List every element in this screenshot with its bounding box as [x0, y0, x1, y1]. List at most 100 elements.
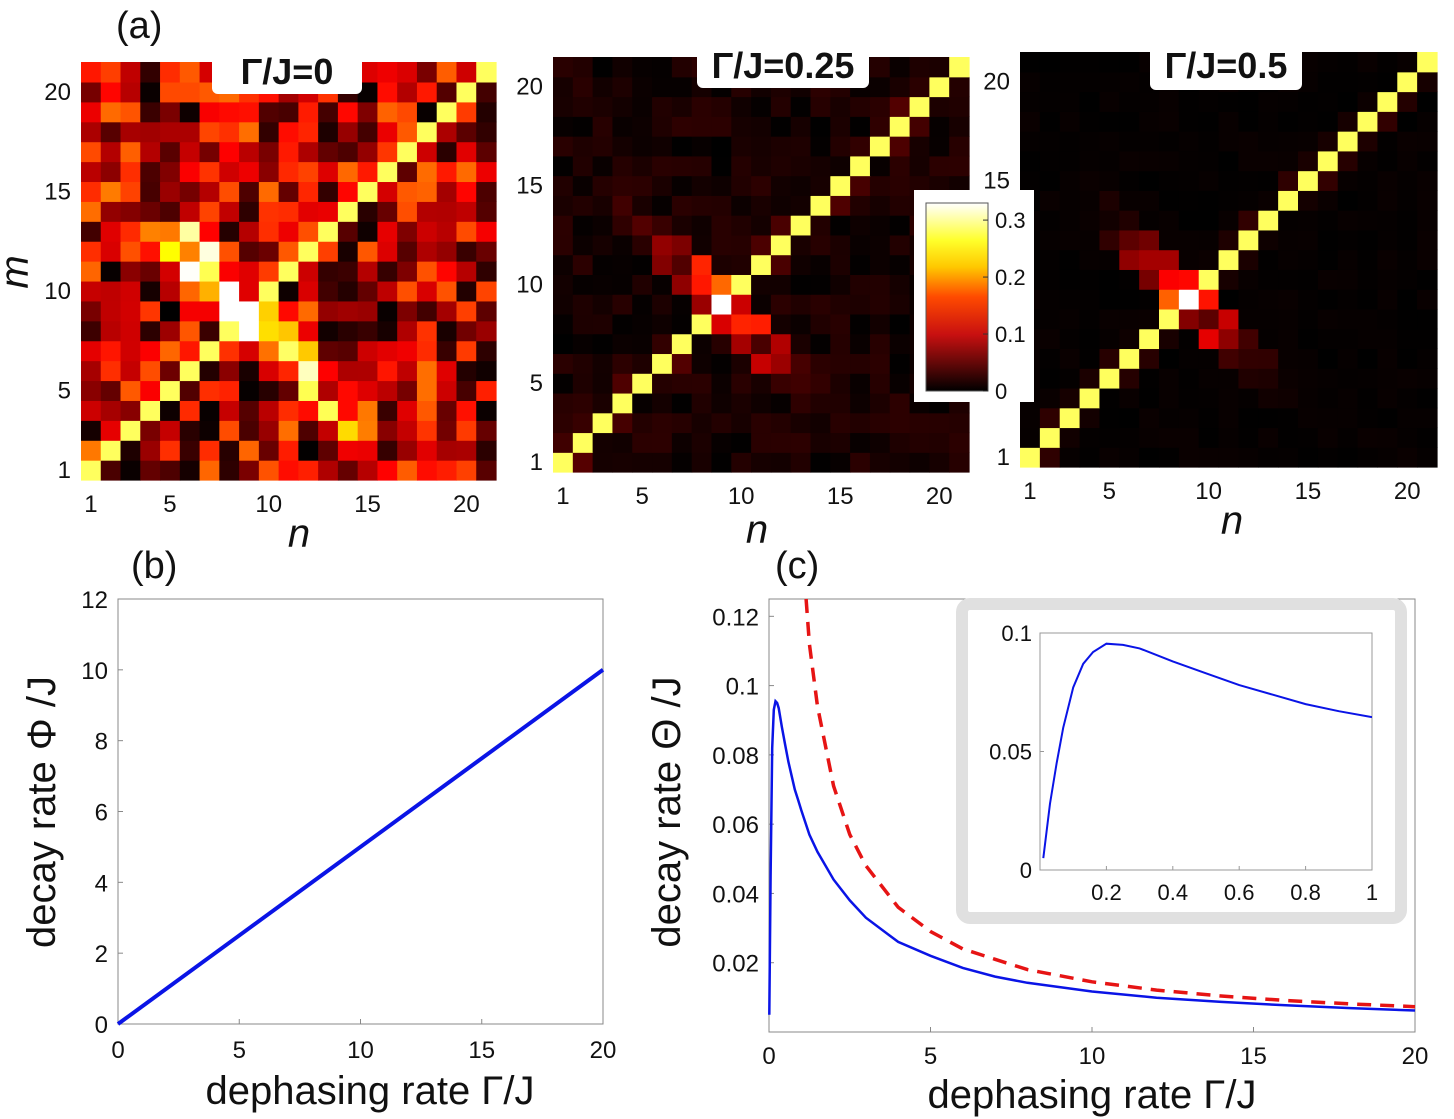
heatmap-1-cell-4-1: [553, 392, 574, 414]
heatmap-0-cell-17-11: [278, 141, 299, 163]
heatmap-2-cell-3-7: [1139, 407, 1160, 429]
heatmap-2-cell-17-15: [1298, 131, 1319, 152]
heatmap-1-cell-16-9: [711, 155, 732, 177]
heatmap-2-cell-8-21: [1417, 308, 1438, 330]
heatmap-0-cell-13-13: [318, 221, 339, 242]
heatmap-0-cell-10-1: [81, 280, 102, 302]
heatmap-0-cell-4-2: [100, 400, 122, 421]
heatmap-2-cell-7-10: [1198, 328, 1220, 350]
heatmap-0-cell-17-13: [318, 141, 339, 163]
heatmap-1-cell-13-18: [889, 215, 911, 236]
heatmap-0-cell-3-12: [298, 420, 319, 441]
heatmap-1-cell-8-11: [751, 313, 772, 335]
heatmap-1-ytick: 20: [516, 74, 543, 101]
heatmap-1-cell-9-2: [572, 294, 594, 315]
heatmap-0-cell-19-15: [357, 101, 379, 123]
heatmap-0-cell-20-20: [456, 81, 477, 103]
heatmap-1-cell-9-9: [711, 294, 732, 315]
heatmap-1-cell-16-15: [830, 155, 851, 177]
heatmap-0-cell-4-16: [377, 400, 398, 421]
plot-b-xtick: 0: [111, 1037, 124, 1064]
colorbar-tick-label: 0.1: [995, 322, 1026, 347]
heatmap-1-cell-14-6: [652, 195, 673, 216]
heatmap-2-cell-19-15: [1298, 91, 1319, 112]
heatmap-2-cell-3-19: [1377, 407, 1398, 429]
heatmap-2-cell-8-4: [1079, 308, 1101, 330]
heatmap-0-cell-5-16: [377, 380, 398, 401]
heatmap-0-cell-11-1: [81, 261, 102, 282]
heatmap-0-cell-10-5: [160, 280, 181, 302]
heatmap-0-cell-3-19: [436, 420, 458, 441]
heatmap-2-cell-16-14: [1278, 150, 1299, 172]
heatmap-1-cell-1-2: [572, 452, 594, 473]
heatmap-2-cell-9-17: [1337, 289, 1359, 310]
heatmap-1-cell-12-10: [731, 234, 752, 256]
heatmap-2-cell-15-17: [1337, 170, 1359, 191]
heatmap-2-cell-9-7: [1139, 289, 1160, 310]
plot-c-xtick: 10: [1079, 1043, 1106, 1070]
heatmap-1-cell-14-14: [810, 195, 831, 216]
heatmap-1-cell-12-1: [553, 234, 574, 256]
heatmap-1-cell-10-11: [751, 274, 772, 295]
heatmap-0-cell-19-18: [416, 101, 438, 123]
heatmap-1-cell-8-3: [592, 313, 614, 335]
heatmap-2-cell-9-15: [1298, 289, 1319, 310]
heatmap-0-cell-5-19: [436, 380, 458, 401]
heatmap-2-cell-12-9: [1178, 229, 1200, 251]
heatmap-2-cell-17-13: [1258, 131, 1279, 152]
heatmap-0-cell-9-4: [140, 300, 161, 322]
heatmap-0-cell-7-18: [416, 340, 438, 362]
heatmap-1-cell-5-18: [889, 373, 911, 394]
heatmap-0-cell-3-14: [337, 420, 359, 441]
heatmap-1-cell-13-2: [572, 215, 594, 236]
heatmap-1-cell-12-12: [770, 234, 792, 256]
heatmap-2-cell-5-20: [1397, 368, 1418, 389]
heatmap-0-cell-7-16: [377, 340, 398, 362]
heatmap-0-cell-8-12: [298, 320, 319, 342]
heatmap-2-cell-1-3: [1059, 447, 1081, 468]
heatmap-2-cell-11-15: [1298, 249, 1319, 270]
heatmap-1-cell-20-1: [553, 76, 574, 98]
heatmap-1-cell-7-15: [830, 333, 851, 355]
plot-b-xtick: 5: [233, 1037, 246, 1064]
heatmap-0-cell-10-17: [397, 280, 418, 302]
heatmap-0-cell-18-17: [397, 121, 418, 143]
heatmap-1-cell-7-7: [671, 333, 693, 355]
heatmap-2-cell-3-15: [1298, 407, 1319, 429]
heatmap-2-cell-15-1: [1020, 170, 1041, 191]
heatmap-2-cell-1-13: [1258, 447, 1279, 468]
heatmap-0-cell-20-3: [120, 81, 141, 103]
heatmap-1-cell-1-11: [751, 452, 772, 473]
heatmap-1-cell-20-5: [632, 76, 653, 98]
heatmap-1-cell-18-20: [929, 116, 950, 137]
heatmap-2-cell-14-15: [1298, 190, 1319, 211]
heatmap-0-cell-14-17: [397, 201, 418, 222]
heatmap-2-cell-20-2: [1039, 71, 1061, 93]
heatmap-1-cell-3-19: [909, 412, 930, 434]
heatmap-2-cell-3-2: [1039, 407, 1061, 429]
heatmap-1-cell-19-8: [691, 96, 713, 117]
heatmap-2-cell-2-4: [1079, 427, 1101, 448]
heatmap-1-cell-21-3: [592, 57, 614, 78]
heatmap-2-cell-15-6: [1119, 170, 1140, 191]
heatmap-2-cell-1-11: [1218, 447, 1240, 468]
heatmap-0-cell-16-11: [278, 161, 299, 183]
heatmap-0-cell-5-12: [298, 380, 319, 401]
heatmap-2-xtick: 5: [1103, 478, 1116, 505]
heatmap-0-cell-1-21: [476, 460, 497, 481]
heatmap-0-cell-5-5: [160, 380, 181, 401]
heatmap-0-cell-21-5: [160, 62, 181, 83]
heatmap-0-cell-17-4: [140, 141, 161, 163]
heatmap-2-cell-16-21: [1417, 150, 1438, 172]
heatmap-0-cell-2-6: [179, 440, 201, 461]
heatmap-2-cell-5-4: [1079, 368, 1101, 389]
heatmap-2-cell-9-21: [1417, 289, 1438, 310]
heatmap-0-cell-7-14: [337, 340, 359, 362]
heatmap-0-cell-2-4: [140, 440, 161, 461]
heatmap-2-cell-12-12: [1238, 229, 1259, 251]
heatmap-1-cell-17-12: [770, 136, 792, 157]
heatmap-2-cell-17-8: [1159, 131, 1180, 152]
heatmap-2-cell-7-16: [1317, 328, 1339, 350]
heatmap-1-cell-15-13: [790, 175, 812, 196]
